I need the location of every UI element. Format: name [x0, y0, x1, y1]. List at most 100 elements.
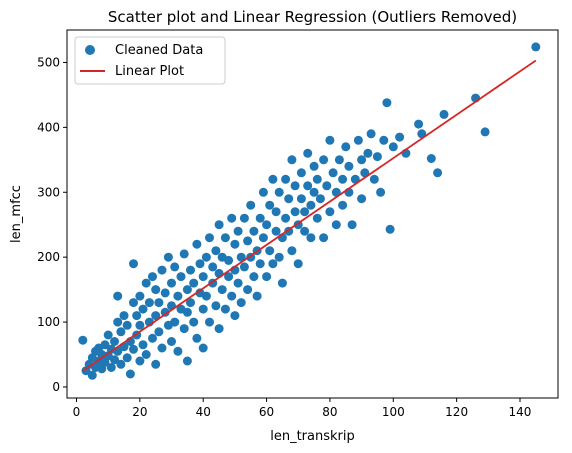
- scatter-point: [275, 188, 284, 197]
- scatter-points: [78, 42, 540, 379]
- scatter-point: [268, 259, 277, 268]
- scatter-point: [170, 262, 179, 271]
- scatter-point: [395, 133, 404, 142]
- scatter-point: [167, 337, 176, 346]
- scatter-point: [224, 256, 233, 265]
- y-axis-label: len_mfcc: [9, 185, 24, 243]
- scatter-point: [262, 272, 271, 281]
- legend: Cleaned Data Linear Plot: [75, 37, 225, 84]
- scatter-point: [202, 292, 211, 301]
- scatter-point: [303, 181, 312, 190]
- scatter-point: [170, 318, 179, 327]
- scatter-point: [376, 188, 385, 197]
- scatter-point: [186, 266, 195, 275]
- scatter-point: [310, 162, 319, 171]
- scatter-point: [135, 357, 144, 366]
- scatter-point: [180, 249, 189, 258]
- scatter-point: [275, 253, 284, 262]
- scatter-point: [234, 279, 243, 288]
- scatter-point: [240, 214, 249, 223]
- scatter-point: [139, 305, 148, 314]
- scatter-point: [221, 233, 230, 242]
- scatter-point: [287, 155, 296, 164]
- scatter-point: [158, 344, 167, 353]
- scatter-point: [259, 233, 268, 242]
- scatter-point: [389, 142, 398, 151]
- scatter-point: [325, 136, 334, 145]
- scatter-point: [205, 318, 214, 327]
- scatter-point: [148, 272, 157, 281]
- scatter-point: [249, 272, 258, 281]
- scatter-point: [145, 298, 154, 307]
- scatter-point: [306, 233, 315, 242]
- scatter-point: [265, 246, 274, 255]
- scatter-point: [253, 292, 262, 301]
- scatter-point: [177, 272, 186, 281]
- scatter-point: [116, 327, 125, 336]
- scatter-point: [440, 110, 449, 119]
- scatter-point: [135, 292, 144, 301]
- scatter-point: [291, 207, 300, 216]
- scatter-point: [164, 253, 173, 262]
- scatter-point: [151, 285, 160, 294]
- scatter-point: [113, 318, 122, 327]
- scatter-point: [414, 120, 423, 129]
- scatter-point: [367, 129, 376, 138]
- scatter-point: [319, 233, 328, 242]
- scatter-point: [259, 188, 268, 197]
- scatter-point: [338, 201, 347, 210]
- scatter-point: [243, 236, 252, 245]
- x-tick-label: 120: [445, 405, 468, 419]
- scatter-point: [234, 227, 243, 236]
- scatter-point: [227, 214, 236, 223]
- scatter-point: [202, 253, 211, 262]
- scatter-point: [300, 227, 309, 236]
- scatter-point: [158, 266, 167, 275]
- scatter-point: [142, 279, 151, 288]
- scatter-point: [142, 350, 151, 359]
- scatter-point: [167, 279, 176, 288]
- scatter-point: [129, 345, 138, 354]
- y-tick-label: 0: [52, 380, 60, 394]
- scatter-point: [246, 201, 255, 210]
- scatter-point: [433, 168, 442, 177]
- scatter-point: [325, 207, 334, 216]
- scatter-point: [180, 324, 189, 333]
- scatter-point: [481, 127, 490, 136]
- scatter-point: [427, 154, 436, 163]
- y-tick-label: 200: [37, 250, 60, 264]
- scatter-point: [211, 246, 220, 255]
- scatter-point: [291, 181, 300, 190]
- scatter-point: [338, 175, 347, 184]
- scatter-point: [281, 214, 290, 223]
- scatter-point: [173, 292, 182, 301]
- scatter-point: [196, 259, 205, 268]
- scatter-point: [357, 194, 366, 203]
- scatter-point: [531, 42, 540, 51]
- scatter-point: [129, 259, 138, 268]
- scatter-point: [192, 240, 201, 249]
- scatter-point: [88, 371, 97, 380]
- scatter-point: [183, 357, 192, 366]
- scatter-point: [348, 220, 357, 229]
- scatter-point: [189, 279, 198, 288]
- scatter-point: [341, 142, 350, 151]
- scatter-point: [237, 298, 246, 307]
- scatter-point: [243, 285, 252, 294]
- x-tick-label: 20: [132, 405, 147, 419]
- scatter-point: [272, 207, 281, 216]
- x-tick-label: 60: [259, 405, 274, 419]
- scatter-point: [240, 262, 249, 271]
- scatter-point: [151, 360, 160, 369]
- x-tick-label: 40: [196, 405, 211, 419]
- legend-label-line: Linear Plot: [115, 64, 184, 79]
- y-axis-ticks: 0 100 200 300 400 500: [37, 55, 67, 394]
- scatter-point: [199, 344, 208, 353]
- x-axis-label: len_transkrip: [270, 429, 355, 444]
- scatter-point: [332, 220, 341, 229]
- scatter-point: [230, 311, 239, 320]
- scatter-point: [161, 288, 170, 297]
- regression-line-layer: [83, 61, 536, 371]
- scatter-point: [110, 337, 119, 346]
- scatter-point: [373, 152, 382, 161]
